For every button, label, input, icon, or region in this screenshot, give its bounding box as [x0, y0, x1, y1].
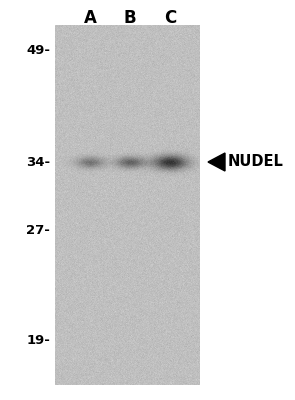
Text: C: C [164, 9, 176, 27]
Polygon shape [208, 153, 225, 171]
Text: B: B [124, 9, 136, 27]
Text: NUDEL: NUDEL [228, 154, 284, 170]
Text: 34-: 34- [26, 156, 50, 168]
Text: 19-: 19- [26, 334, 50, 346]
Text: A: A [83, 9, 96, 27]
Text: 49-: 49- [26, 44, 50, 56]
Text: 27-: 27- [26, 224, 50, 236]
